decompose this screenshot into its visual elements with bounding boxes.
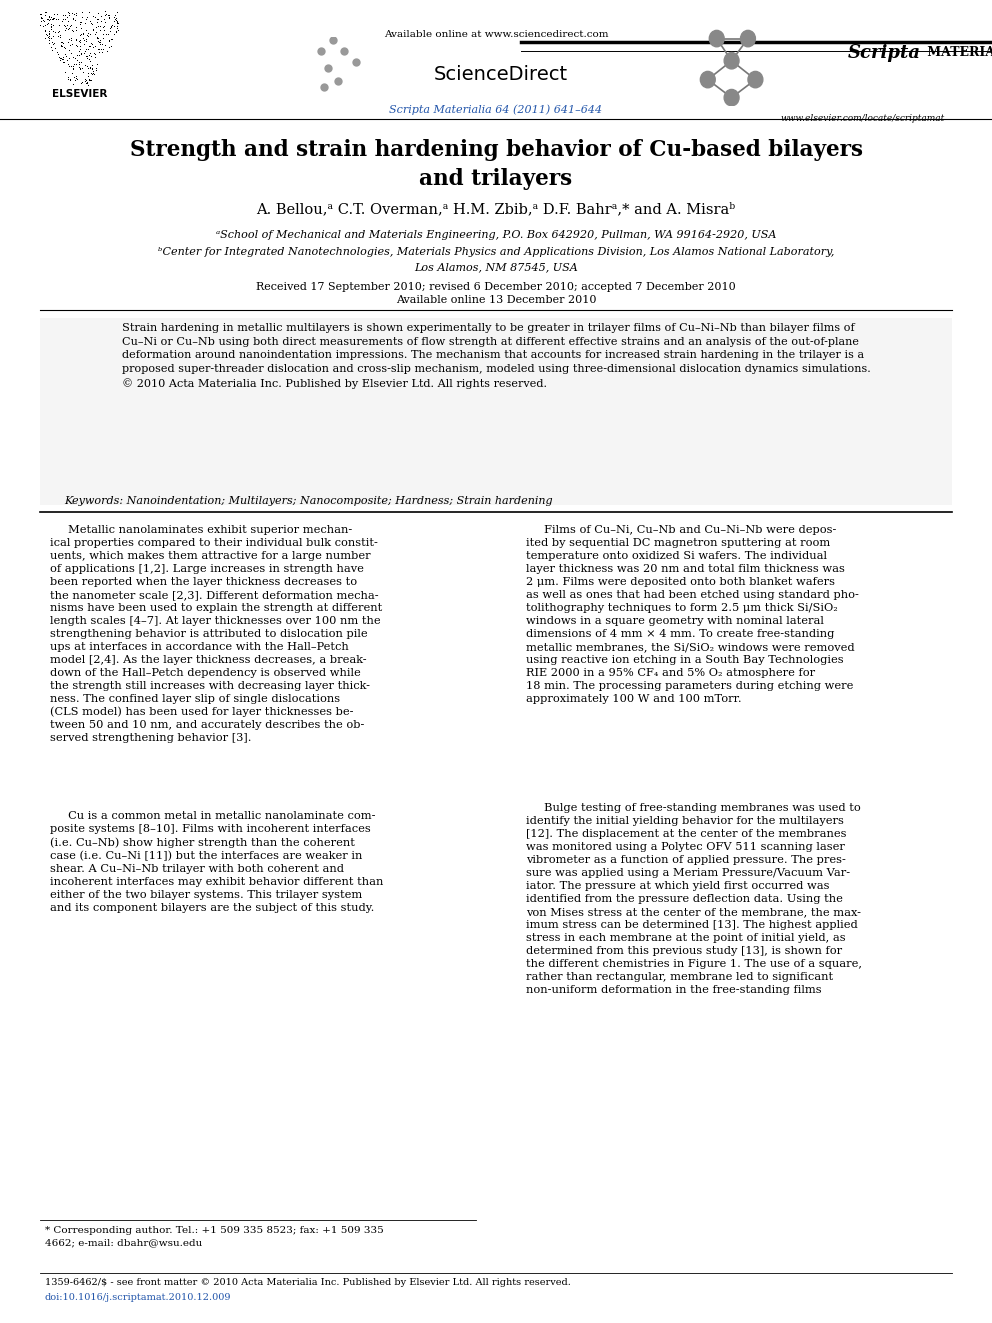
Text: Bulge testing of free-standing membranes was used to
identify the initial yieldi: Bulge testing of free-standing membranes… [526, 803, 862, 995]
Text: Strength and strain hardening behavior of Cu-based bilayers
and trilayers: Strength and strain hardening behavior o… [130, 139, 862, 189]
Text: doi:10.1016/j.scriptamat.2010.12.009: doi:10.1016/j.scriptamat.2010.12.009 [45, 1293, 231, 1302]
Text: ᵇCenter for Integrated Nanotechnologies, Materials Physics and Applications Divi: ᵇCenter for Integrated Nanotechnologies,… [158, 247, 834, 258]
Circle shape [700, 71, 715, 87]
Circle shape [724, 53, 739, 69]
Text: ScienceDirect: ScienceDirect [434, 65, 568, 83]
Circle shape [709, 30, 724, 46]
Text: Los Alamos, NM 87545, USA: Los Alamos, NM 87545, USA [414, 262, 578, 273]
Text: ELSEVIER: ELSEVIER [53, 89, 108, 99]
Text: Available online at www.sciencedirect.com: Available online at www.sciencedirect.co… [384, 30, 608, 40]
Text: Received 17 September 2010; revised 6 December 2010; accepted 7 December 2010: Received 17 September 2010; revised 6 De… [256, 282, 736, 292]
Text: Scripta Materialia 64 (2011) 641–644: Scripta Materialia 64 (2011) 641–644 [390, 105, 602, 115]
FancyBboxPatch shape [40, 318, 952, 505]
Circle shape [748, 71, 763, 87]
Circle shape [740, 30, 755, 46]
Text: Available online 13 December 2010: Available online 13 December 2010 [396, 295, 596, 306]
Text: Scripta: Scripta [848, 44, 922, 62]
Text: Films of Cu–Ni, Cu–Nb and Cu–Ni–Nb were depos-
ited by sequential DC magnetron s: Films of Cu–Ni, Cu–Nb and Cu–Ni–Nb were … [526, 525, 859, 704]
Text: Metallic nanolaminates exhibit superior mechan-
ical properties compared to thei: Metallic nanolaminates exhibit superior … [50, 525, 382, 744]
Text: * Corresponding author. Tel.: +1 509 335 8523; fax: +1 509 335
4662; e-mail: dba: * Corresponding author. Tel.: +1 509 335… [45, 1226, 383, 1248]
Text: 1359-6462/$ - see front matter © 2010 Acta Materialia Inc. Published by Elsevier: 1359-6462/$ - see front matter © 2010 Ac… [45, 1278, 570, 1287]
Text: MATERIALIA: MATERIALIA [923, 46, 992, 60]
Text: Strain hardening in metallic multilayers is shown experimentally to be greater i: Strain hardening in metallic multilayers… [122, 323, 870, 389]
Circle shape [724, 90, 739, 106]
Text: Cu is a common metal in metallic nanolaminate com-
posite systems [8–10]. Films : Cu is a common metal in metallic nanolam… [50, 811, 383, 913]
Text: A. Bellou,ᵃ C.T. Overman,ᵃ H.M. Zbib,ᵃ D.F. Bahrᵃ,* and A. Misraᵇ: A. Bellou,ᵃ C.T. Overman,ᵃ H.M. Zbib,ᵃ D… [257, 202, 735, 217]
Text: Keywords: Nanoindentation; Multilayers; Nanocomposite; Hardness; Strain hardenin: Keywords: Nanoindentation; Multilayers; … [64, 496, 554, 507]
Text: www.elsevier.com/locate/scriptamat: www.elsevier.com/locate/scriptamat [781, 114, 945, 123]
Text: ᵃSchool of Mechanical and Materials Engineering, P.O. Box 642920, Pullman, WA 99: ᵃSchool of Mechanical and Materials Engi… [216, 230, 776, 241]
